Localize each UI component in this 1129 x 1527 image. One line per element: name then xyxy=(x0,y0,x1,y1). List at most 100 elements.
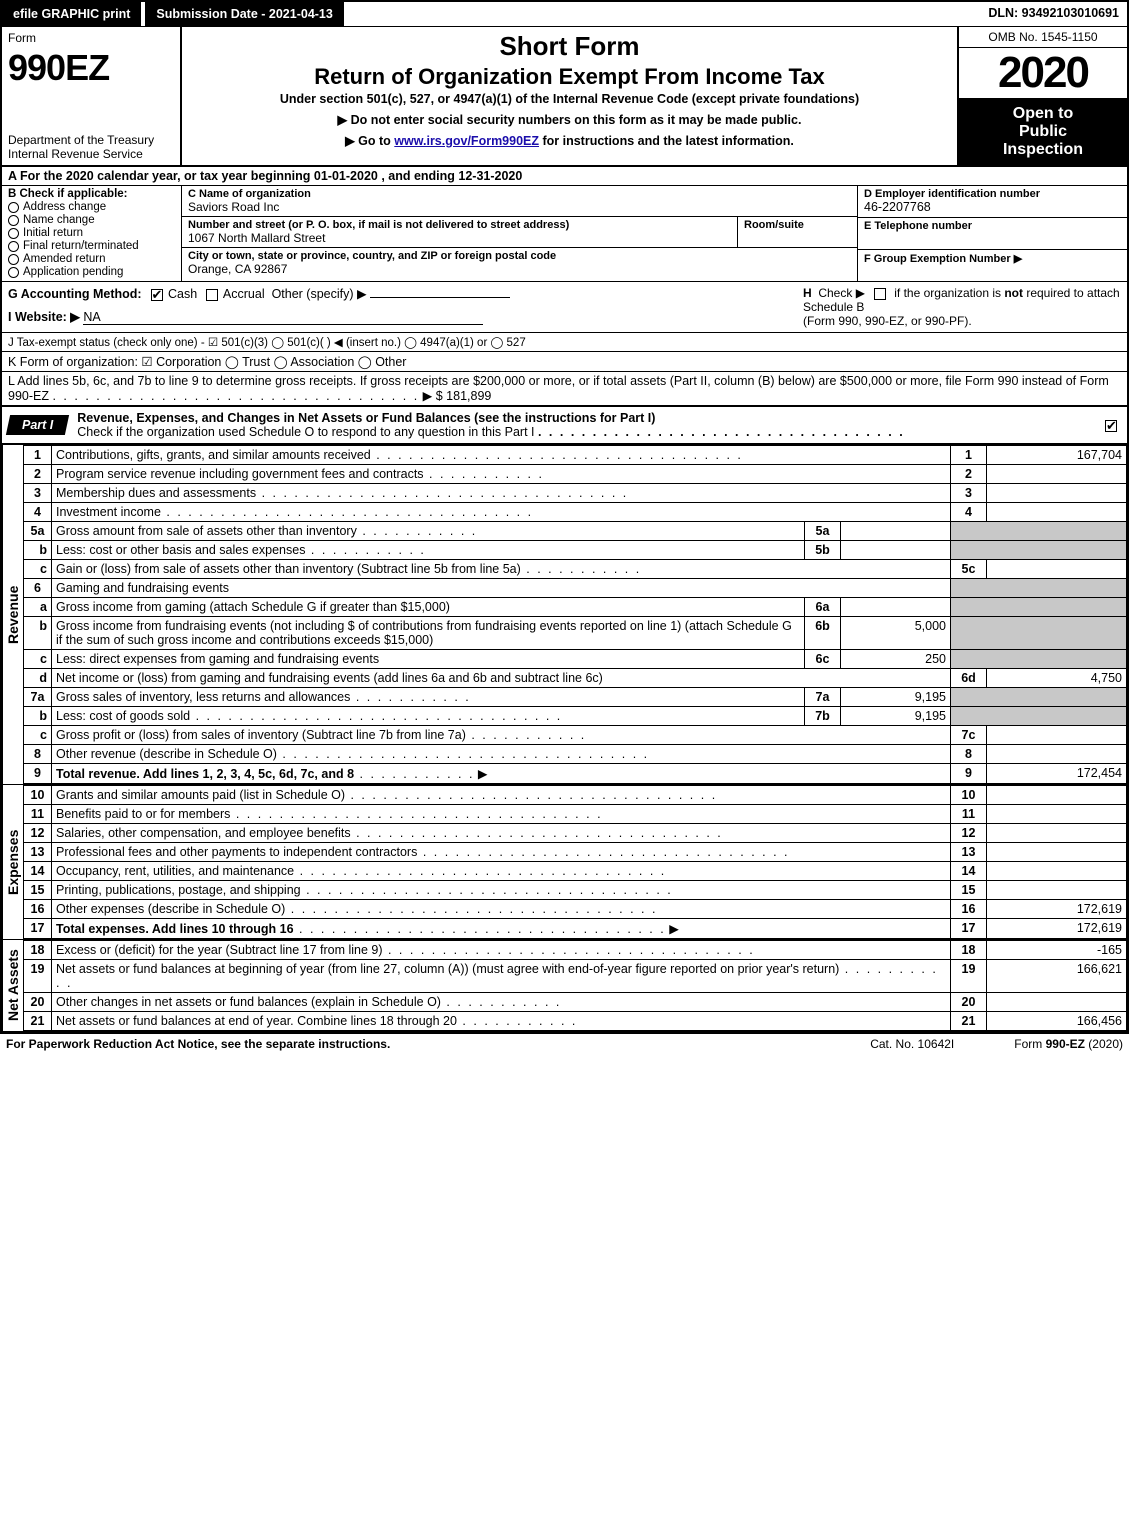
row-desc: Excess or (deficit) for the year (Subtra… xyxy=(56,943,383,957)
header-center: Short Form Return of Organization Exempt… xyxy=(182,27,957,165)
form-word: Form xyxy=(8,31,174,45)
table-row: 5aGross amount from sale of assets other… xyxy=(24,522,1127,541)
city-label: City or town, state or province, country… xyxy=(188,250,851,262)
c-name-label: C Name of organization xyxy=(188,188,851,200)
table-row: bGross income from fundraising events (n… xyxy=(24,617,1127,650)
table-row: 17Total expenses. Add lines 10 through 1… xyxy=(24,919,1127,939)
submission-date-button[interactable]: Submission Date - 2021-04-13 xyxy=(145,2,343,26)
room-suite: Room/suite xyxy=(737,217,857,247)
table-row: 18Excess or (deficit) for the year (Subt… xyxy=(24,941,1127,960)
row-desc: Other expenses (describe in Schedule O) xyxy=(56,902,285,916)
column-c-name-address: C Name of organization Saviors Road Inc … xyxy=(182,186,857,281)
checkbox-h[interactable] xyxy=(874,288,886,300)
row-desc: Gross income from fundraising events (no… xyxy=(56,619,792,647)
chk-initial-return[interactable]: Initial return xyxy=(8,227,175,239)
form-990ez-page: efile GRAPHIC print Submission Date - 20… xyxy=(0,0,1129,1034)
row-desc: Salaries, other compensation, and employ… xyxy=(56,826,351,840)
chk-label: Initial return xyxy=(23,227,83,239)
row-desc: Net assets or fund balances at beginning… xyxy=(56,962,839,976)
row-desc: Professional fees and other payments to … xyxy=(56,845,417,859)
irs-link[interactable]: www.irs.gov/Form990EZ xyxy=(394,134,539,148)
row-amount: 166,621 xyxy=(987,960,1127,993)
part-1-check-text: Check if the organization used Schedule … xyxy=(77,425,534,439)
line-h-schedule-b: H Check ▶ if the organization is not req… xyxy=(797,282,1127,332)
table-row: bLess: cost of goods sold7b9,195 xyxy=(24,707,1127,726)
table-row: 4Investment income4 xyxy=(24,503,1127,522)
addr-label: Number and street (or P. O. box, if mail… xyxy=(188,219,731,231)
tax-year: 2020 xyxy=(959,48,1127,99)
efile-print-button[interactable]: efile GRAPHIC print xyxy=(2,2,141,26)
checkbox-accrual[interactable] xyxy=(206,289,218,301)
instr2-post: for instructions and the latest informat… xyxy=(539,134,794,148)
group-exemption-row: F Group Exemption Number ▶ xyxy=(858,250,1127,281)
line-l-amount: $ 181,899 xyxy=(436,389,492,403)
e-label: E Telephone number xyxy=(864,220,1121,232)
row-amount xyxy=(987,824,1127,843)
line-k-form-org: K Form of organization: ☑ Corporation ◯ … xyxy=(2,352,1127,372)
table-row: 12Salaries, other compensation, and empl… xyxy=(24,824,1127,843)
city-state-zip: Orange, CA 92867 xyxy=(188,262,851,276)
short-form-title: Short Form xyxy=(190,31,949,62)
row-desc: Occupancy, rent, utilities, and maintena… xyxy=(56,864,294,878)
part-1-header: Part I Revenue, Expenses, and Changes in… xyxy=(2,406,1127,444)
row-desc: Gross income from gaming (attach Schedul… xyxy=(56,600,450,614)
table-row: 13Professional fees and other payments t… xyxy=(24,843,1127,862)
row-amount xyxy=(987,881,1127,900)
dln-label: DLN: 93492103010691 xyxy=(980,2,1127,26)
open-line1: Open to xyxy=(1013,105,1073,122)
row-desc: Less: cost of goods sold xyxy=(56,709,190,723)
form-ref: Form 990-EZ (2020) xyxy=(1014,1037,1123,1051)
net-assets-table: 18Excess or (deficit) for the year (Subt… xyxy=(23,940,1127,1031)
d-label: D Employer identification number xyxy=(864,188,1121,200)
row-amount: 167,704 xyxy=(987,446,1127,465)
row-desc: Less: cost or other basis and sales expe… xyxy=(56,543,305,557)
row-desc: Less: direct expenses from gaming and fu… xyxy=(56,652,379,666)
other-specify-line[interactable] xyxy=(370,297,510,298)
table-row: bLess: cost or other basis and sales exp… xyxy=(24,541,1127,560)
row-amount xyxy=(987,465,1127,484)
instruction-1: ▶ Do not enter social security numbers o… xyxy=(190,112,949,127)
column-def: D Employer identification number 46-2207… xyxy=(857,186,1127,281)
f-label: F Group Exemption Number ▶ xyxy=(864,252,1121,265)
row-inner-amount xyxy=(841,598,951,617)
other-label: Other (specify) ▶ xyxy=(272,287,367,301)
row-desc: Gross profit or (loss) from sales of inv… xyxy=(56,728,466,742)
chk-name-change[interactable]: Name change xyxy=(8,214,175,226)
row-desc: Gross sales of inventory, less returns a… xyxy=(56,690,350,704)
table-row: 8Other revenue (describe in Schedule O)8 xyxy=(24,745,1127,764)
table-row: 1Contributions, gifts, grants, and simil… xyxy=(24,446,1127,465)
row-desc: Net income or (loss) from gaming and fun… xyxy=(56,671,603,685)
row-amount xyxy=(987,484,1127,503)
row-amount: 4,750 xyxy=(987,669,1127,688)
row-desc: Net assets or fund balances at end of ye… xyxy=(56,1014,457,1028)
table-row: 10Grants and similar amounts paid (list … xyxy=(24,786,1127,805)
checkbox-cash[interactable] xyxy=(151,289,163,301)
address-row: Number and street (or P. O. box, if mail… xyxy=(182,217,857,248)
table-row: 15Printing, publications, postage, and s… xyxy=(24,881,1127,900)
chk-final-return[interactable]: Final return/terminated xyxy=(8,240,175,252)
row-desc: Gross amount from sale of assets other t… xyxy=(56,524,357,538)
ein-row: D Employer identification number 46-2207… xyxy=(858,186,1127,218)
org-name: Saviors Road Inc xyxy=(188,200,851,214)
revenue-table: 1Contributions, gifts, grants, and simil… xyxy=(23,445,1127,784)
website-value: NA xyxy=(83,310,483,325)
instruction-2: ▶ Go to www.irs.gov/Form990EZ for instru… xyxy=(190,133,949,148)
chk-application-pending[interactable]: Application pending xyxy=(8,266,175,278)
dept-treasury: Department of the Treasury Internal Reve… xyxy=(8,133,174,161)
table-row: 20Other changes in net assets or fund ba… xyxy=(24,993,1127,1012)
chk-address-change[interactable]: Address change xyxy=(8,201,175,213)
expenses-side-label: Expenses xyxy=(2,785,23,939)
part-1-checkbox[interactable] xyxy=(1105,420,1117,432)
line-j-tax-exempt: J Tax-exempt status (check only one) - ☑… xyxy=(2,333,1127,352)
row-desc: Other revenue (describe in Schedule O) xyxy=(56,747,277,761)
top-bar: efile GRAPHIC print Submission Date - 20… xyxy=(2,2,1127,27)
page-footer: For Paperwork Reduction Act Notice, see … xyxy=(0,1034,1129,1054)
table-row: dNet income or (loss) from gaming and fu… xyxy=(24,669,1127,688)
part-1-checkbox-wrap xyxy=(1095,416,1127,434)
chk-amended-return[interactable]: Amended return xyxy=(8,253,175,265)
circle-icon xyxy=(8,267,19,278)
row-amount: 166,456 xyxy=(987,1012,1127,1031)
ein-value: 46-2207768 xyxy=(864,200,1121,214)
table-row: 19Net assets or fund balances at beginni… xyxy=(24,960,1127,993)
row-amount xyxy=(987,503,1127,522)
